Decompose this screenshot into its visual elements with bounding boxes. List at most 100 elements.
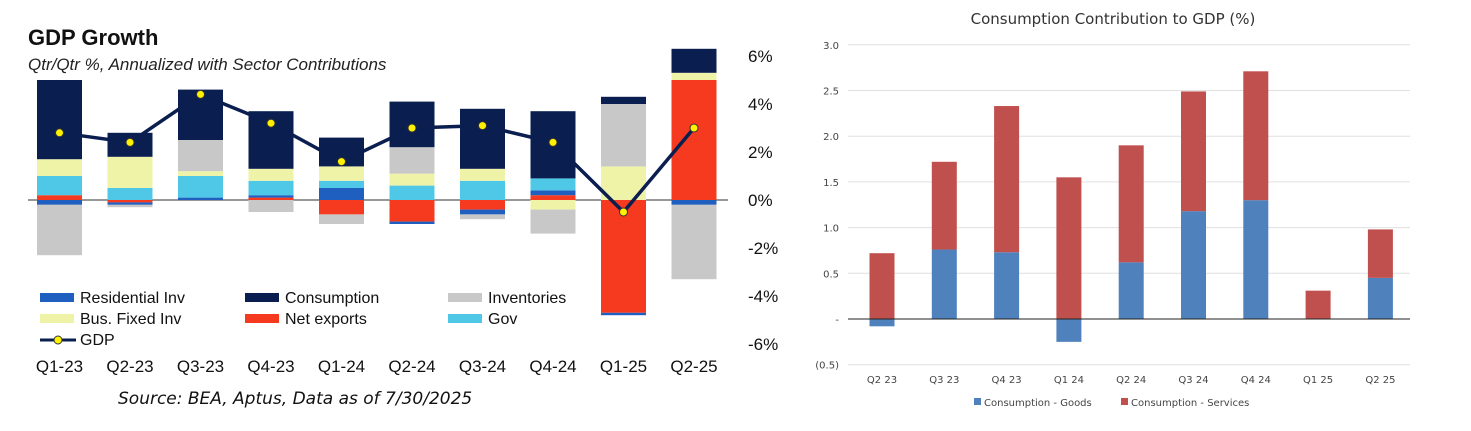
gdp-growth-chart: GDP Growth Qtr/Qtr %, Annualized with Se… [28, 25, 778, 409]
y-tick-label: 2.5 [823, 87, 839, 98]
bar-segment-residential-inv-q2-25 [671, 200, 717, 205]
bar-segment-gov-q4-24 [530, 178, 576, 191]
chart-subtitle: Qtr/Qtr %, Annualized with Sector Contri… [28, 55, 387, 74]
bar-area [28, 48, 728, 316]
x-tick-label: Q3 23 [929, 375, 959, 386]
bar-segment-residential-inv-q4-23 [248, 195, 294, 198]
y-tick-label: 3.0 [823, 41, 839, 52]
bar-segment-services-q1-25 [1305, 290, 1331, 319]
bar-segment-goods-q2-23 [869, 319, 895, 327]
legend-label: Residential Inv [80, 290, 185, 307]
x-tick-label: Q4 24 [1241, 375, 1271, 386]
legend: Consumption - Goods Consumption - Service… [974, 398, 1249, 409]
gdp-point-q3-24 [478, 121, 487, 131]
bar-segment-goods-q3-24 [1181, 211, 1206, 319]
x-tick-label: Q4 23 [992, 375, 1022, 386]
gdp-point-q1-23 [55, 128, 64, 138]
chart-title: Consumption Contribution to GDP (%) [971, 10, 1256, 28]
bar-segment-services-q1-24 [1056, 177, 1082, 319]
legend-label: Bus. Fixed Inv [80, 311, 181, 328]
x-axis: Q2 23 Q3 23 Q4 23 Q1 24 Q2 24 Q3 24 Q4 24 Q1 25… [867, 375, 1396, 386]
bar-segment-net-exports-q1-24 [319, 200, 364, 215]
bar-segment-residential-inv-q2-24 [389, 221, 435, 224]
y-tick-label: (0.5) [815, 361, 839, 372]
source-note: Source: BEA, Aptus, Data as of 7/30/2025 [118, 389, 472, 409]
bar-segment-residential-inv-q3-23 [178, 197, 223, 200]
bar-segment-gov-q4-23 [248, 180, 294, 196]
y-tick-label: 6% [748, 47, 773, 66]
bar-segment-gov-q3-23 [178, 176, 223, 198]
bar-segment-residential-inv-q1-24 [319, 188, 364, 200]
bar-segment-residential-inv-q2-23 [107, 202, 153, 205]
bar-segment-net-exports-q1-25 [601, 200, 646, 313]
bar-segment-services-q2-23 [869, 253, 895, 319]
bar-segment-residential-inv-q3-24 [460, 209, 505, 215]
bar-segment-bus-fixed-inv-q2-23 [107, 156, 153, 188]
legend-swatch-net-exports [245, 314, 279, 323]
x-tick-label: Q1 24 [1054, 375, 1084, 386]
bar-segment-bus-fixed-inv-q4-24 [530, 200, 576, 210]
gdp-series-line [59, 92, 696, 215]
bar-segment-inventories-q1-23 [37, 204, 82, 256]
bar-segment-services-q2-24 [1118, 145, 1144, 263]
y-tick-label: 1.5 [823, 178, 839, 189]
bar-segment-net-exports-q4-24 [530, 195, 576, 200]
bar-segment-net-exports-q3-24 [460, 200, 505, 210]
bar-segment-consumption-q3-24 [460, 108, 505, 169]
legend-swatch-goods [974, 398, 981, 405]
y-tick-label: -4% [748, 287, 778, 306]
chart-title: GDP Growth [28, 25, 158, 50]
bar-segment-consumption-q2-25 [671, 48, 717, 73]
bar-segment-goods-q3-23 [931, 249, 957, 319]
x-tick-label: Q2-24 [388, 357, 435, 376]
bar-segment-bus-fixed-inv-q1-23 [37, 159, 82, 176]
x-tick-label: Q3-23 [177, 357, 224, 376]
bar-segment-inventories-q1-25 [601, 104, 646, 167]
y-axis: -6% -4% -2% 0% 2% 4% 6% [748, 47, 778, 354]
bar-segment-inventories-q2-23 [107, 204, 153, 208]
bar-segment-services-q2-25 [1367, 229, 1393, 278]
legend-label: Net exports [285, 311, 367, 328]
y-tick-label: 2% [748, 143, 773, 162]
y-axis: (0.5) - 0.5 1.0 1.5 2.0 2.5 3.0 [815, 41, 839, 372]
legend-swatch-residential-inv [40, 293, 74, 302]
bar-segment-goods-q2-25 [1367, 277, 1393, 319]
y-tick-label: 0.5 [823, 269, 839, 280]
bar-segment-gov-q1-23 [37, 176, 82, 196]
y-tick-label: -2% [748, 239, 778, 258]
bar-segment-inventories-q2-25 [671, 204, 717, 280]
bar-segment-gov-q3-24 [460, 180, 505, 200]
bar-segment-residential-inv-q1-25 [601, 312, 646, 316]
bar-segment-inventories-q4-23 [248, 200, 294, 212]
x-tick-label: Q1-24 [318, 357, 365, 376]
gdp-line [55, 89, 699, 217]
bar-segment-inventories-q3-24 [460, 214, 505, 220]
bar-segment-services-q4-24 [1243, 71, 1269, 201]
bar-segment-net-exports-q1-23 [37, 195, 82, 200]
bar-segment-residential-inv-q4-24 [530, 190, 576, 196]
gdp-point-q2-23 [125, 137, 135, 147]
bar-segment-bus-fixed-inv-q3-24 [460, 168, 505, 181]
bar-segment-goods-q4-24 [1243, 200, 1269, 319]
bar-segment-consumption-q1-23 [37, 80, 82, 160]
consumption-contribution-chart: Consumption Contribution to GDP (%) (0.5… [815, 10, 1410, 409]
x-axis: Q1-23 Q2-23 Q3-23 Q4-23 Q1-24 Q2-24 Q3-24 Q4-24… [36, 357, 718, 376]
y-tick-label: -6% [748, 335, 778, 354]
bar-segment-net-exports-q2-25 [671, 80, 717, 200]
gdp-point-q3-23 [196, 89, 205, 99]
bar-segment-residential-inv-q1-23 [37, 200, 82, 205]
x-tick-label: Q2 23 [867, 375, 897, 386]
x-tick-label: Q2 24 [1116, 375, 1146, 386]
bar-segment-goods-q2-24 [1118, 262, 1144, 319]
x-tick-label: Q4-24 [529, 357, 576, 376]
x-tick-label: Q1-25 [600, 357, 647, 376]
legend-swatch-consumption [245, 293, 279, 302]
gdp-point-q2-25 [689, 123, 699, 133]
legend-swatch-bus-fixed-inv [40, 314, 74, 323]
legend: Residential Inv Consumption Inventories Bus… [40, 290, 566, 349]
bar-segment-inventories-q4-24 [530, 209, 576, 234]
x-tick-label: Q3 24 [1178, 375, 1208, 386]
bar-segment-net-exports-q2-23 [107, 200, 153, 203]
y-tick-label: 4% [748, 95, 773, 114]
